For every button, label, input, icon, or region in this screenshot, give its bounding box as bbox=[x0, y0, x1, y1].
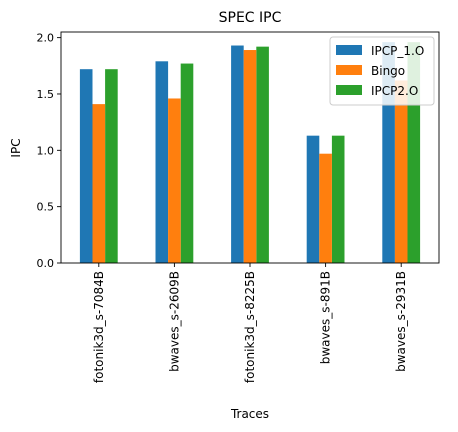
bar-ipcp-1-o-3 bbox=[306, 135, 320, 263]
bar-bingo-1 bbox=[168, 98, 181, 263]
bar-bingo-2 bbox=[243, 50, 257, 263]
bar-ipcp2-o-2 bbox=[256, 46, 269, 264]
legend: IPCP_1.O Bingo IPCP2.O bbox=[329, 36, 435, 106]
y-tick-label-2: 1.0 bbox=[37, 144, 55, 157]
bar-ipcp2-o-1 bbox=[180, 63, 194, 263]
legend-swatch-1 bbox=[336, 65, 362, 75]
bar-bingo-0 bbox=[92, 104, 106, 264]
bar-bingo-3 bbox=[319, 153, 332, 263]
x-tick-label-4: bwaves_s-2931B bbox=[394, 271, 408, 372]
bar-ipcp2-o-0 bbox=[105, 69, 118, 263]
bar-ipcp2-o-3 bbox=[331, 135, 345, 263]
legend-label-2: IPCP2.O bbox=[371, 84, 418, 98]
legend-swatch-2 bbox=[336, 85, 362, 95]
bar-ipcp-1-o-2 bbox=[231, 45, 244, 263]
chart-title: SPEC IPC bbox=[219, 10, 282, 26]
y-tick-label-1: 0.5 bbox=[37, 201, 55, 214]
bar-ipcp-1-o-0 bbox=[79, 69, 93, 263]
y-tick-label-4: 2.0 bbox=[37, 32, 55, 45]
legend-label-1: Bingo bbox=[371, 64, 405, 78]
x-tick-label-1: bwaves_s-2609B bbox=[167, 271, 181, 372]
x-axis-label: Traces bbox=[230, 407, 269, 421]
y-tick-label-0: 0.0 bbox=[37, 257, 55, 270]
bar-bingo-4 bbox=[394, 80, 408, 263]
legend-swatch-0 bbox=[336, 45, 362, 55]
x-tick-label-2: fotonik3d_s-8225B bbox=[243, 271, 257, 383]
x-tick-label-0: fotonik3d_s-7084B bbox=[92, 271, 106, 383]
y-axis-label: IPC bbox=[9, 138, 23, 157]
legend-label-0: IPCP_1.O bbox=[371, 44, 424, 58]
y-tick-label-3: 1.5 bbox=[37, 88, 55, 101]
bar-ipcp-1-o-1 bbox=[155, 61, 169, 263]
plot-area: 0.0 0.5 1.0 1.5 2.0 fotonik3d_s-7084B bwaves_s… bbox=[37, 31, 440, 383]
x-tick-label-3: bwaves_s-891B bbox=[319, 271, 333, 364]
